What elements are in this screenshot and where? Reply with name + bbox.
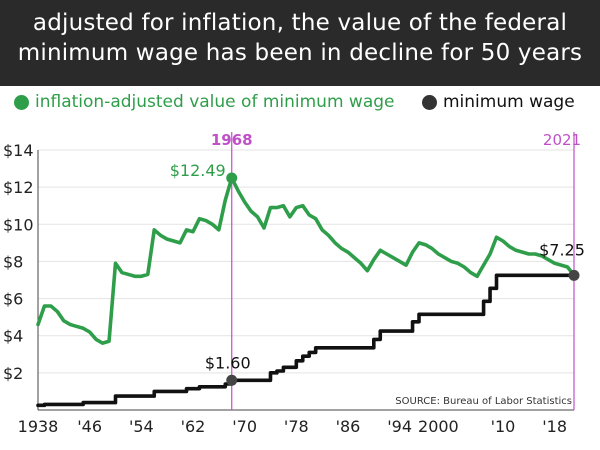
chart-title-banner: adjusted for inflation, the value of the… xyxy=(0,0,600,86)
nominal-1968-point xyxy=(226,374,238,386)
chart-title-line-1: adjusted for inflation, the value of the… xyxy=(32,10,568,36)
series-line-nominal xyxy=(36,273,576,408)
y-tick-label: $12 xyxy=(3,178,34,197)
peak-value-label: $12.49 xyxy=(170,161,226,180)
series-line-adjusted xyxy=(36,176,576,345)
chart-annotations: 1968 2021 $12.49 $1.60 $7.25 SOURCE: Bur… xyxy=(170,131,585,407)
y-tick-label: $4 xyxy=(3,327,23,346)
chart-title-line-2: minimum wage has been in decline for 50 … xyxy=(17,40,583,66)
x-tick-label: '54 xyxy=(129,417,154,436)
chart-gridlines xyxy=(38,149,574,374)
legend-green-dot-icon xyxy=(14,94,29,110)
x-tick-label: '62 xyxy=(181,417,206,436)
legend-item-adjusted: inflation-adjusted value of minimum wage xyxy=(14,92,394,112)
legend-label-nominal: minimum wage xyxy=(443,92,575,112)
x-tick-label: 2000 xyxy=(418,417,459,436)
x-tick-label: 1938 xyxy=(18,417,59,436)
y-tick-label: $6 xyxy=(3,290,23,309)
x-tick-label: '10 xyxy=(491,417,516,436)
chart-legend: inflation-adjusted value of minimum wage… xyxy=(0,90,600,116)
y-tick-label: $14 xyxy=(3,141,34,160)
chart-series xyxy=(36,172,580,408)
legend-black-dot-icon xyxy=(422,94,437,110)
current-value-label: $7.25 xyxy=(539,240,585,259)
y-tick-label: $10 xyxy=(3,215,34,234)
y-tick-label: $8 xyxy=(3,252,23,271)
marker-label-2021: 2021 xyxy=(543,131,581,149)
x-tick-label: '94 xyxy=(387,417,412,436)
legend-item-nominal: minimum wage xyxy=(422,92,575,112)
legend-label-adjusted: inflation-adjusted value of minimum wage xyxy=(35,92,395,112)
peak-point xyxy=(226,172,238,184)
nominal-1968-value-label: $1.60 xyxy=(205,353,251,372)
chart-axes: $2 $4 $6 $8 $10 $12 $14 1938 '46 '54 '62 '70 '78 '86 '… xyxy=(3,141,574,436)
current-point xyxy=(568,269,580,281)
x-tick-label: '46 xyxy=(77,417,102,436)
x-tick-label: '78 xyxy=(284,417,309,436)
source-note: SOURCE: Bureau of Labor Statistics xyxy=(395,396,572,407)
y-tick-label: $2 xyxy=(3,364,23,383)
marker-label-1968: 1968 xyxy=(211,131,253,149)
x-tick-label: '70 xyxy=(232,417,257,436)
x-tick-label: '18 xyxy=(542,417,567,436)
x-tick-label: '86 xyxy=(336,417,361,436)
